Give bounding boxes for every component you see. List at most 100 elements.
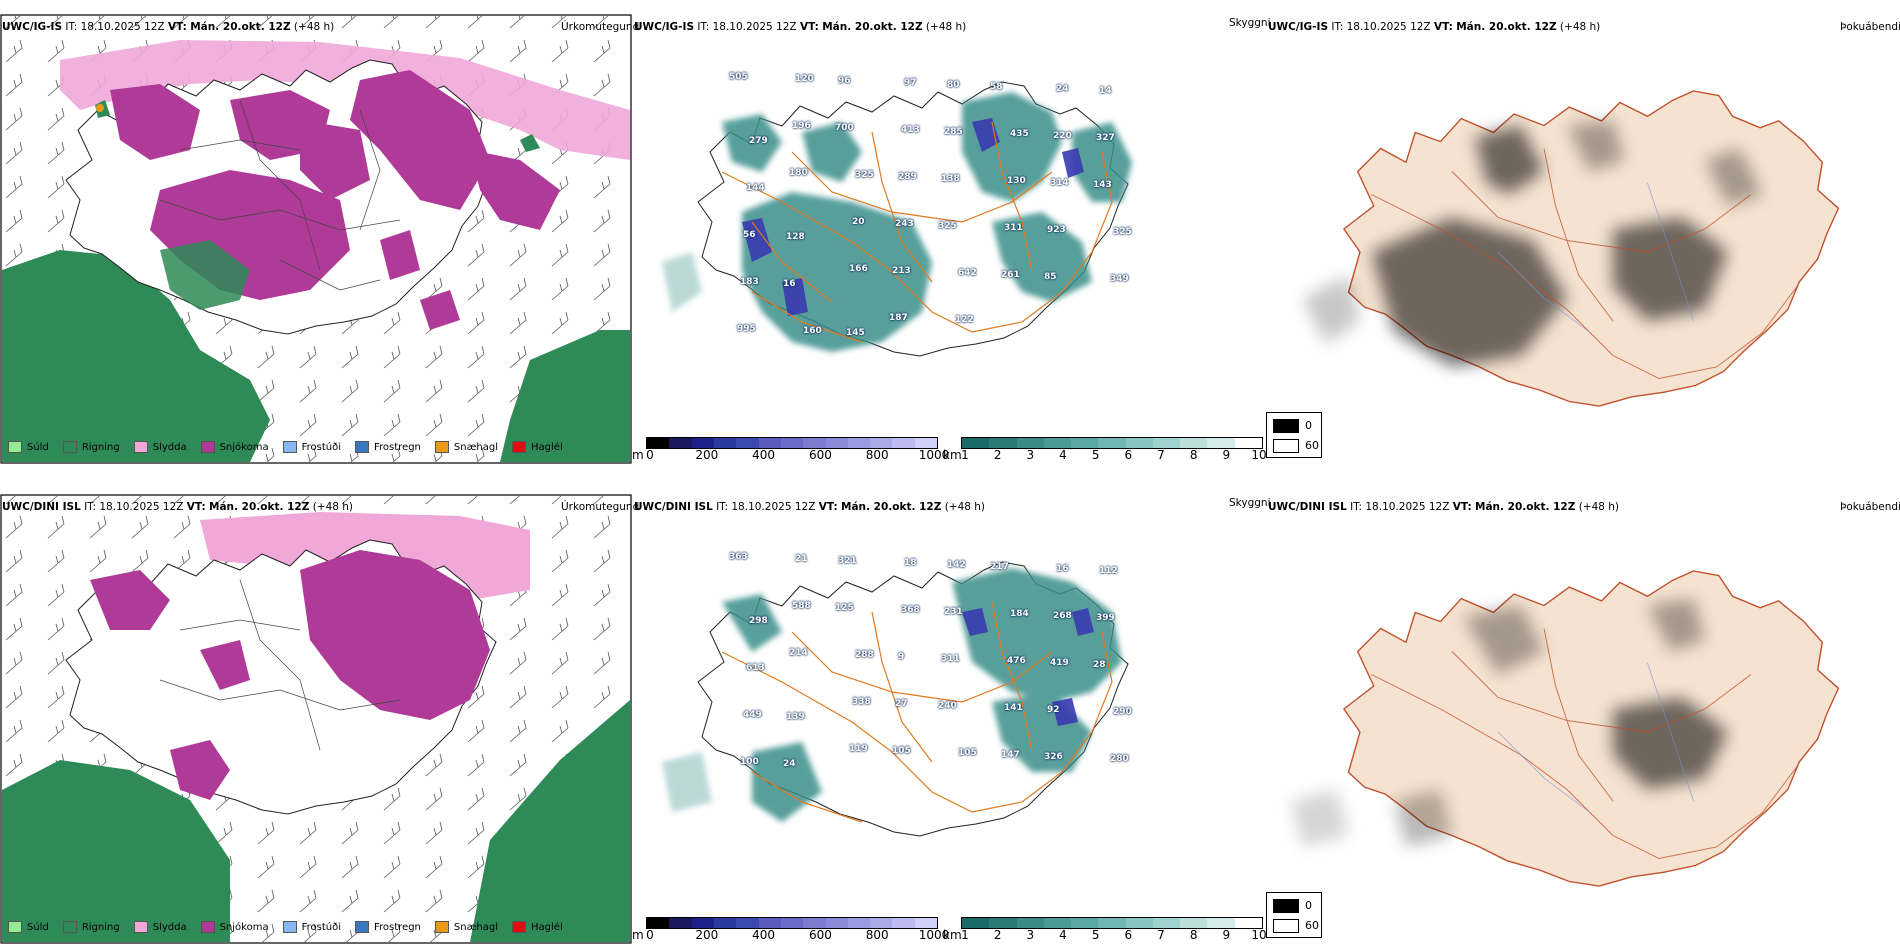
cloud-base-label: 280 [1110, 754, 1129, 764]
model-name: UWC/DINI ISL [1268, 501, 1347, 513]
vt-label: VT: [799, 21, 819, 33]
cloud-base-label: 314 [1050, 178, 1069, 188]
lead-time: (+48 h) [1578, 501, 1620, 513]
precip-legend-row2: Súld Rigning Slydda Snjókoma Frostúði Frostre… [8, 921, 577, 933]
cloud-base-label: 141 [1004, 703, 1023, 713]
cloud-base-label: 16 [1056, 564, 1069, 574]
legend-swatch [512, 921, 527, 933]
cloud-base-label: 24 [1056, 84, 1069, 94]
cloud-base-label: 120 [795, 74, 814, 84]
colorbar-segment [780, 918, 804, 928]
legend-swatch [200, 441, 215, 453]
cloud-base-label: 326 [1044, 752, 1063, 762]
cloud-base-label: 298 [749, 616, 768, 626]
precip-map-row1 [0, 14, 632, 464]
colorbar-segment [669, 438, 692, 448]
colorbar-tick: 1000 [918, 448, 950, 462]
cloud-base-label: 476 [1007, 656, 1026, 666]
vt-value: Mán. 20.okt. 12Z [822, 21, 923, 33]
colorbar-tick: 400 [752, 448, 776, 462]
cloud-base-label: 183 [740, 277, 759, 287]
fog-map-row2 [1291, 570, 1840, 887]
fog-header-row2: UWC/DINI ISL IT: 18.10.2025 12Z VT: Mán.… [1268, 501, 1619, 513]
cloud-base-label: 166 [849, 264, 868, 274]
legend-item: Súld [8, 441, 49, 453]
cloud-base-label: 419 [1050, 658, 1069, 668]
colorbar-tick: 0 [646, 448, 654, 462]
cloud-base-label: 21 [795, 554, 808, 564]
cloud-base-label: 321 [838, 556, 857, 566]
model-name: UWC/IG-IS [2, 21, 63, 33]
colorbar-segment [736, 438, 759, 448]
cloud-base-label: 142 [947, 560, 966, 570]
colorbar-segment [1043, 918, 1072, 928]
cloud-base-label: 97 [904, 78, 917, 88]
legend-item: Slydda [133, 441, 187, 453]
colorbar-segment [647, 918, 670, 928]
vt-label: VT: [1433, 21, 1453, 33]
colorbar-tick: 5 [1091, 928, 1100, 942]
legend-swatch [355, 921, 369, 933]
cloud-base-label: 56 [743, 230, 756, 240]
colorbar-tick: 4 [1059, 448, 1067, 462]
colorbar-segment [1016, 438, 1044, 448]
cloud-base-label: 231 [944, 607, 963, 617]
cloud-base-label: 80 [947, 80, 960, 90]
colorbar-segment [1180, 438, 1208, 448]
legend-label: Haglél [531, 921, 563, 933]
cloud-base-label: 289 [898, 172, 917, 182]
cloud-base-label: 505 [729, 72, 748, 82]
legend-item: Frostregn [355, 921, 421, 933]
cloud-base-label: 196 [792, 121, 811, 131]
colorbar-tick: 1 [961, 448, 969, 462]
colorbar-segment [962, 438, 990, 448]
legend-label: Frostúði [301, 441, 341, 453]
cloud-base-label: 145 [846, 328, 865, 338]
cloud-base-label: 240 [938, 701, 957, 711]
legend-swatch [133, 441, 148, 453]
legend-item: Snæhagl [434, 441, 498, 453]
cloud-base-label: 311 [1004, 223, 1023, 233]
it-value: 18.10.2025 12Z [80, 21, 165, 33]
colorbar-segment [870, 918, 893, 928]
cloud-base-label: 588 [792, 601, 811, 611]
colorbar-tick: 3 [1026, 448, 1035, 462]
cloud-base-label: 28 [1093, 660, 1106, 670]
colorbar-segment [989, 918, 1017, 928]
cloud-base-label: 160 [803, 326, 822, 336]
cloud-base-label: 285 [944, 127, 963, 137]
legend-label: Súld [27, 441, 49, 453]
legend-item: Snjókoma [200, 921, 269, 933]
colorbar-tick: 400 [752, 928, 776, 942]
visibility-panel-title: Skyggni [1229, 497, 1271, 509]
vt-value: Mán. 20.okt. 12Z [841, 501, 942, 513]
fog-swatch [1273, 899, 1299, 913]
fog-swatch [1273, 439, 1299, 453]
it-value: 18.10.2025 12Z [1346, 21, 1431, 33]
cloud-base-label: 338 [852, 697, 871, 707]
fog-label: 60 [1305, 919, 1319, 932]
colorbar-segment [847, 438, 871, 448]
legend-swatch [8, 921, 22, 933]
cloud-base-unit: m [632, 448, 644, 462]
legend-label: Rigning [81, 441, 120, 453]
cloud-base-label: 311 [941, 654, 960, 664]
colorbar-tick: 5 [1091, 448, 1100, 462]
vt-label: VT: [186, 501, 206, 513]
cloud-base-unit: m [632, 928, 644, 942]
legend-swatch [62, 921, 77, 933]
legend-item: Súld [8, 921, 49, 933]
legend-label: Snjókoma [219, 441, 269, 453]
vt-value: Mán. 20.okt. 12Z [1456, 21, 1557, 33]
precip-header-row1: UWC/IG-IS IT: 18.10.2025 12Z VT: Mán. 20… [2, 21, 334, 33]
legend-label: Snæhagl [453, 921, 499, 933]
model-name: UWC/IG-IS [634, 21, 695, 33]
colorbar-tick: 4 [1059, 928, 1067, 942]
cloud-base-colorbar [646, 917, 938, 929]
colorbar-segment [669, 918, 692, 928]
fog-swatch [1273, 419, 1299, 433]
fog-swatch [1273, 919, 1299, 933]
cloud-base-label: 642 [958, 268, 977, 278]
cloud-base-label: 100 [740, 757, 759, 767]
colorbar-segment [647, 438, 670, 448]
